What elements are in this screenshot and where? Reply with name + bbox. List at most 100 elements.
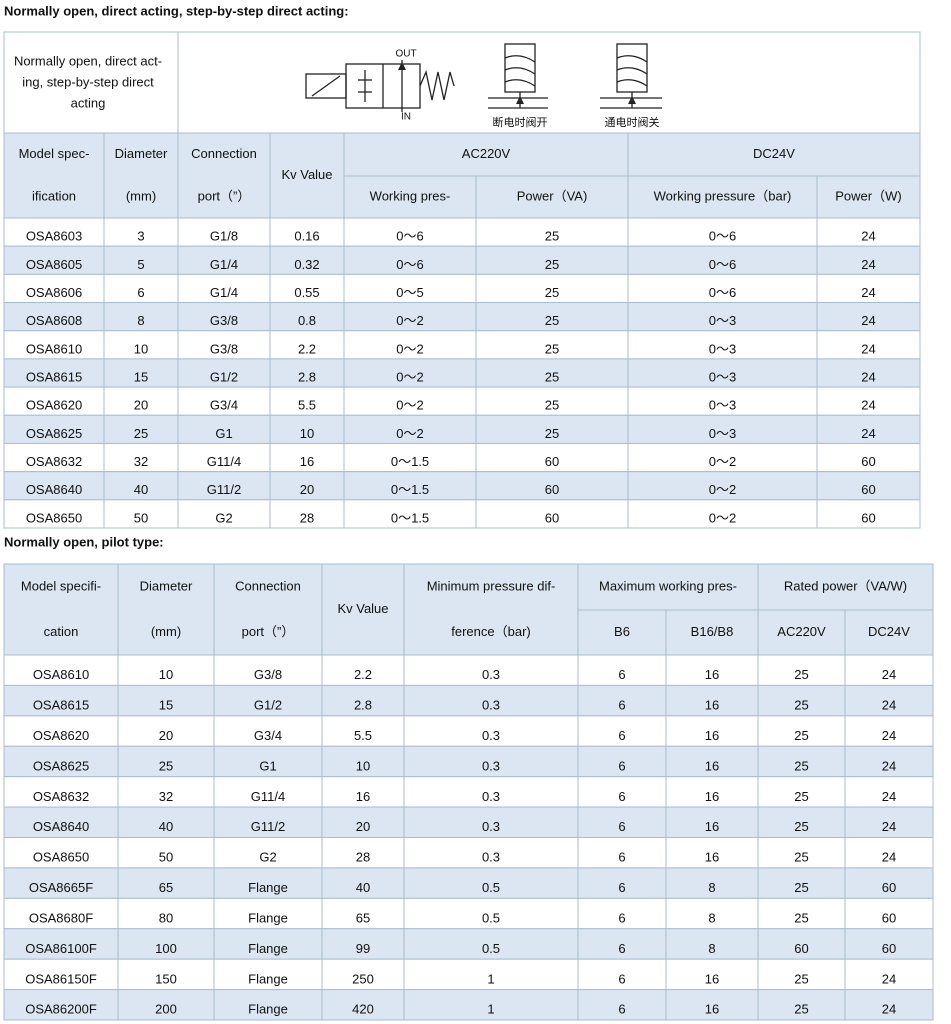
cell [844,897,934,930]
cell-text: G1 [259,758,276,773]
cell-text: OSA8620 [33,728,89,743]
cell-text: 0～6 [396,229,423,244]
cell [177,217,271,247]
cell-text: 2.8 [298,370,316,385]
header-text: Power（W) [835,188,901,203]
cell-text: 0～3 [709,398,736,413]
cell-text: 16 [705,789,719,804]
cell-text: 8 [708,910,715,925]
symbol-label: 断电时阀开 [493,115,548,129]
valve-symbol: OUT IN [305,49,455,123]
cell-text: G1 [215,426,232,441]
cell-text: 99 [356,941,370,956]
cell-text: 25 [794,971,808,986]
cell-text: 0～6 [709,285,736,300]
cell-text: 40 [356,880,370,895]
cell-text: 6 [618,728,625,743]
cell-text: OSA86200F [25,1002,97,1017]
cell-text: 0.3 [482,850,500,865]
cell-text: G1/8 [210,229,238,244]
cell-text: 6 [618,880,625,895]
cell-text: 0～1.5 [391,454,429,469]
cell [3,273,105,304]
cell-text: 24 [882,850,896,865]
header-text: Minimum pressure dif- [427,578,556,593]
cell-text: 25 [794,728,808,743]
cell [757,745,846,778]
valve-symbol: 断电时阀开 [488,43,548,129]
cell-text: 6 [618,819,625,834]
cell-text: 24 [882,789,896,804]
cell [103,132,179,219]
cell-text: OSA8680F [29,910,93,925]
cell-text: G11/2 [251,819,285,834]
cell [269,471,345,501]
cell-text: 15 [134,370,148,385]
cell-text: 25 [794,789,808,804]
cell [103,330,179,360]
cell-text: 6 [618,850,625,865]
caption: acting [71,95,106,110]
cell-text: 0～2 [396,370,423,385]
cell-text: 28 [356,850,370,865]
cell [403,776,579,808]
cell-text: 24 [882,728,896,743]
cell-text: Flange [248,941,288,956]
cell-text: G1/2 [254,698,282,713]
cell [403,989,579,1021]
cell-text: 0～1.5 [391,510,429,525]
header-text: Model spec- [19,146,90,161]
cell-text: 24 [882,698,896,713]
cell-text: 25 [545,398,559,413]
cell [403,928,579,960]
cell-text: OSA8625 [26,426,82,441]
cell-text: 16 [705,850,719,865]
cell-text: OSA8603 [26,229,82,244]
cell-text: 1 [487,971,494,986]
cell [103,302,179,332]
cell [117,837,215,869]
cell [343,499,477,529]
cell [343,471,477,501]
cell-text: 40 [159,819,173,834]
header-text: Model specifi- [21,578,101,593]
cell [816,245,921,275]
cell-text: 60 [861,454,875,469]
cell-text: 10 [134,341,148,356]
cell-text: G11/2 [207,482,241,497]
header-text: Diameter [140,578,193,593]
cell-text: 20 [134,398,148,413]
cell-text: 24 [882,758,896,773]
cell [577,715,667,747]
cell-text: 16 [300,454,314,469]
cell-text: 65 [159,880,173,895]
cell-text: G1/4 [210,257,238,272]
cell [321,776,405,808]
cell [117,684,215,717]
cell-text: 25 [545,229,559,244]
section-title: Normally open, direct acting, step-by-st… [4,3,349,18]
cell-text: G11/4 [207,454,241,469]
cell [816,499,921,529]
cell-text: OSA8640 [33,819,89,834]
cell [103,442,179,473]
cell [665,684,759,717]
cell [269,273,345,304]
section-title: Normally open, pilot type: [4,534,164,549]
cell-text: 0～3 [709,341,736,356]
cell [343,358,477,388]
cell [816,442,921,473]
valve-symbol: 通电时阀关 [600,43,662,129]
cell-text: 60 [861,510,875,525]
cell-text: 25 [545,313,559,328]
cell [3,715,119,747]
cell [3,245,105,275]
cell [343,132,629,177]
cell-text: 60 [861,482,875,497]
cell-text: 0.3 [482,698,500,713]
cell-text: 0.8 [298,313,316,328]
cell-text: G3/4 [254,728,282,743]
cell-text: G3/8 [254,667,282,682]
port-label: OUT [395,49,416,60]
header-text: ification [32,188,76,203]
